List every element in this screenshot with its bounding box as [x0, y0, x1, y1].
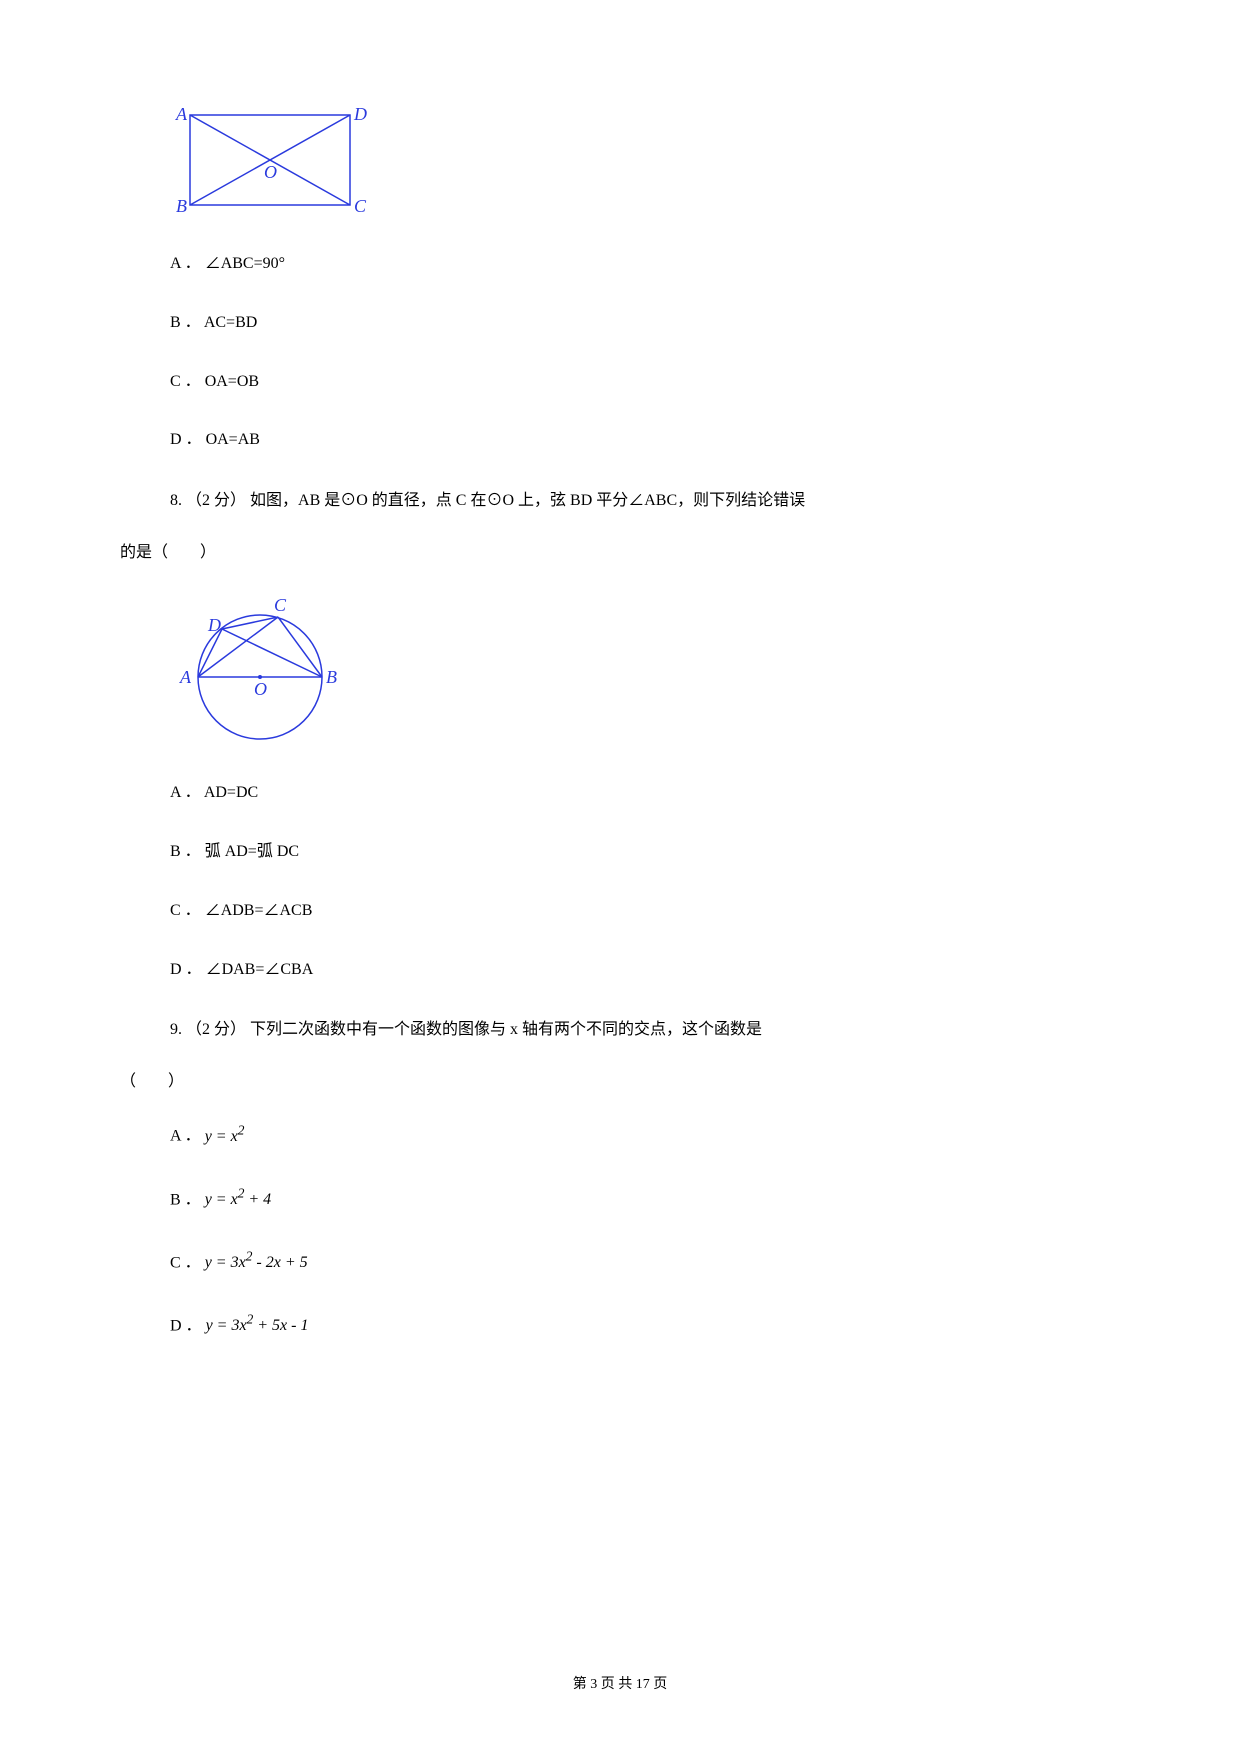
question-points: （2 分） [186, 492, 246, 509]
q7-option-b: B ． AC=BD [170, 309, 1120, 338]
svg-text:D: D [353, 104, 367, 124]
svg-text:B: B [176, 196, 187, 216]
rectangle-diagram-svg: A D B C O [170, 100, 370, 220]
option-label: C ． [170, 902, 201, 919]
option-text: 弧 AD=弧 DC [205, 843, 299, 860]
option-label: D ． [170, 1317, 202, 1334]
option-text: ∠DAB=∠CBA [206, 961, 314, 978]
figure-circle-o: A B C D O [170, 589, 1120, 749]
option-label: D ． [170, 431, 202, 448]
question-text-2: 的是（ ） [120, 544, 216, 561]
svg-text:D: D [207, 615, 221, 635]
q8-option-b: B ． 弧 AD=弧 DC [170, 838, 1120, 867]
formula-c: y = 3x2 - 2x + 5 [205, 1254, 308, 1271]
svg-text:A: A [175, 104, 188, 124]
q7-option-d: D ． OA=AB [170, 426, 1120, 455]
option-text: OA=AB [206, 431, 260, 448]
option-label: A ． [170, 255, 201, 272]
question-text-2: （ ） [120, 1073, 184, 1090]
formula-d: y = 3x2 + 5x - 1 [206, 1317, 309, 1334]
option-label: B ． [170, 1191, 201, 1208]
q7-option-c: C ． OA=OB [170, 368, 1120, 397]
option-text: OA=OB [205, 373, 259, 390]
q9-option-b: B ． y = x2 + 4 [170, 1182, 1120, 1215]
option-text: AD=DC [204, 784, 258, 801]
q7-option-a: A ． ∠ABC=90° [170, 250, 1120, 279]
question-text-1: 如图，AB 是⊙O 的直径，点 C 在⊙O 上，弦 BD 平分∠ABC，则下列结… [250, 492, 805, 509]
q8-option-d: D ． ∠DAB=∠CBA [170, 956, 1120, 985]
q9-option-c: C ． y = 3x2 - 2x + 5 [170, 1245, 1120, 1278]
svg-text:C: C [354, 196, 367, 216]
question-9-cont: （ ） [120, 1066, 1070, 1098]
q9-option-d: D ． y = 3x2 + 5x - 1 [170, 1308, 1120, 1341]
circle-diagram-svg: A B C D O [170, 589, 350, 749]
option-label: B ． [170, 843, 201, 860]
option-text: ∠ABC=90° [205, 255, 285, 272]
option-label: C ． [170, 373, 201, 390]
option-label: C ． [170, 1254, 201, 1271]
page-number: 第 3 页 共 17 页 [573, 1677, 668, 1692]
svg-text:B: B [326, 667, 337, 687]
q8-option-c: C ． ∠ADB=∠ACB [170, 897, 1120, 926]
option-label: A ． [170, 784, 201, 801]
formula-b: y = x2 + 4 [205, 1191, 271, 1208]
option-text: ∠ADB=∠ACB [205, 902, 313, 919]
question-8-cont: 的是（ ） [120, 537, 1070, 569]
question-number: 8. [170, 492, 182, 509]
question-8: 8. （2 分） 如图，AB 是⊙O 的直径，点 C 在⊙O 上，弦 BD 平分… [170, 485, 1070, 517]
formula-a: y = x2 [205, 1128, 245, 1145]
question-9: 9. （2 分） 下列二次函数中有一个函数的图像与 x 轴有两个不同的交点，这个… [170, 1014, 1070, 1046]
page-footer: 第 3 页 共 17 页 [0, 1673, 1240, 1693]
figure-rectangle-abcd: A D B C O [170, 100, 1120, 220]
svg-text:O: O [264, 162, 277, 182]
svg-text:O: O [254, 679, 267, 699]
q8-option-a: A ． AD=DC [170, 779, 1120, 808]
option-label: A ． [170, 1128, 201, 1145]
question-number: 9. [170, 1021, 182, 1038]
svg-text:C: C [274, 595, 287, 615]
svg-text:A: A [179, 667, 192, 687]
option-label: D ． [170, 961, 202, 978]
option-text: AC=BD [204, 314, 257, 331]
question-text-1: 下列二次函数中有一个函数的图像与 x 轴有两个不同的交点，这个函数是 [250, 1021, 762, 1038]
option-label: B ． [170, 314, 201, 331]
q9-option-a: A ． y = x2 [170, 1118, 1120, 1151]
question-points: （2 分） [186, 1021, 246, 1038]
